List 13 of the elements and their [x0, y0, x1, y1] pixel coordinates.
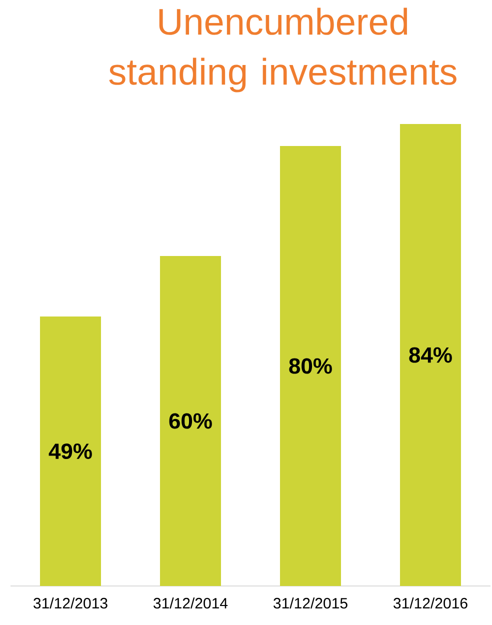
x-tick-label: 31/12/2014 [154, 598, 228, 609]
bar [400, 124, 461, 586]
data-label: 60% [169, 413, 212, 429]
bar [280, 146, 341, 586]
data-label: 49% [48, 443, 92, 460]
x-tick-label: 31/12/2015 [274, 598, 348, 609]
data-label: 84% [409, 347, 452, 363]
x-tick-label: 31/12/2013 [34, 598, 108, 609]
data-label: 80% [289, 358, 332, 374]
bar [40, 316, 101, 586]
chart-title: Unencumbered standing investments [109, 8, 456, 92]
x-tick-label: 31/12/2016 [394, 598, 468, 609]
bar [160, 256, 221, 586]
